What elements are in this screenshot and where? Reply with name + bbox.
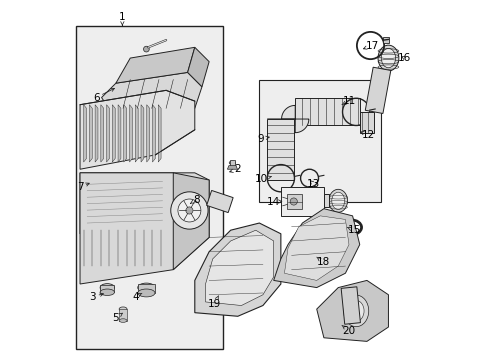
Polygon shape [274,209,360,288]
Text: 11: 11 [342,96,356,106]
Polygon shape [317,280,389,341]
Text: 2: 2 [230,164,241,174]
Polygon shape [281,187,324,216]
Ellipse shape [348,301,364,321]
Polygon shape [158,105,161,162]
Polygon shape [119,309,127,320]
Text: 3: 3 [89,292,103,302]
Ellipse shape [119,319,127,322]
Polygon shape [282,105,309,133]
Polygon shape [129,105,132,162]
Polygon shape [141,105,144,162]
Circle shape [186,207,193,214]
Ellipse shape [138,289,155,297]
Polygon shape [138,284,155,293]
Text: 6: 6 [93,89,115,103]
Polygon shape [360,112,374,134]
Polygon shape [207,190,233,213]
Polygon shape [124,105,126,162]
Polygon shape [230,160,235,166]
Polygon shape [147,105,149,162]
Ellipse shape [332,192,344,210]
Text: 8: 8 [190,195,200,205]
Polygon shape [101,105,104,162]
Text: 16: 16 [398,53,411,63]
Ellipse shape [343,295,368,327]
Ellipse shape [329,189,347,212]
Polygon shape [341,287,361,324]
Polygon shape [287,194,302,209]
Text: 14: 14 [267,197,282,207]
Polygon shape [227,166,238,169]
Polygon shape [87,180,173,226]
Ellipse shape [138,283,155,292]
Ellipse shape [381,48,395,68]
Text: 15: 15 [347,225,361,235]
Polygon shape [324,194,329,207]
Polygon shape [195,223,281,316]
Polygon shape [95,105,98,162]
Polygon shape [295,98,360,126]
Text: 20: 20 [342,325,356,336]
Polygon shape [84,105,87,162]
Polygon shape [89,105,92,162]
Polygon shape [80,173,195,234]
Polygon shape [267,119,294,180]
Polygon shape [76,26,223,348]
Polygon shape [188,47,209,87]
Text: 4: 4 [132,292,142,302]
Polygon shape [173,173,209,270]
Polygon shape [112,105,115,162]
Polygon shape [365,67,391,113]
Text: 10: 10 [255,174,271,184]
Ellipse shape [342,222,359,233]
Text: 13: 13 [307,179,320,189]
Ellipse shape [100,289,115,296]
Text: 9: 9 [258,134,270,144]
Polygon shape [80,173,209,284]
Polygon shape [152,105,155,162]
Ellipse shape [378,45,399,71]
Text: 17: 17 [364,41,379,50]
Polygon shape [101,72,202,119]
Text: 7: 7 [77,182,89,192]
Polygon shape [116,47,195,83]
Polygon shape [259,80,381,202]
Ellipse shape [100,284,115,292]
Circle shape [171,192,208,229]
Circle shape [290,198,297,205]
Text: 19: 19 [208,296,221,309]
Polygon shape [285,216,349,280]
Text: 18: 18 [317,257,331,267]
Ellipse shape [229,161,236,165]
Polygon shape [118,105,121,162]
Circle shape [178,199,201,222]
Polygon shape [383,37,389,43]
Ellipse shape [119,307,127,311]
Text: 5: 5 [113,313,122,323]
Circle shape [144,46,149,52]
Polygon shape [80,90,195,169]
Text: 12: 12 [361,130,375,140]
Polygon shape [100,285,115,292]
Polygon shape [135,105,138,162]
Text: 1: 1 [119,12,125,25]
Polygon shape [205,230,274,306]
Polygon shape [107,105,109,162]
